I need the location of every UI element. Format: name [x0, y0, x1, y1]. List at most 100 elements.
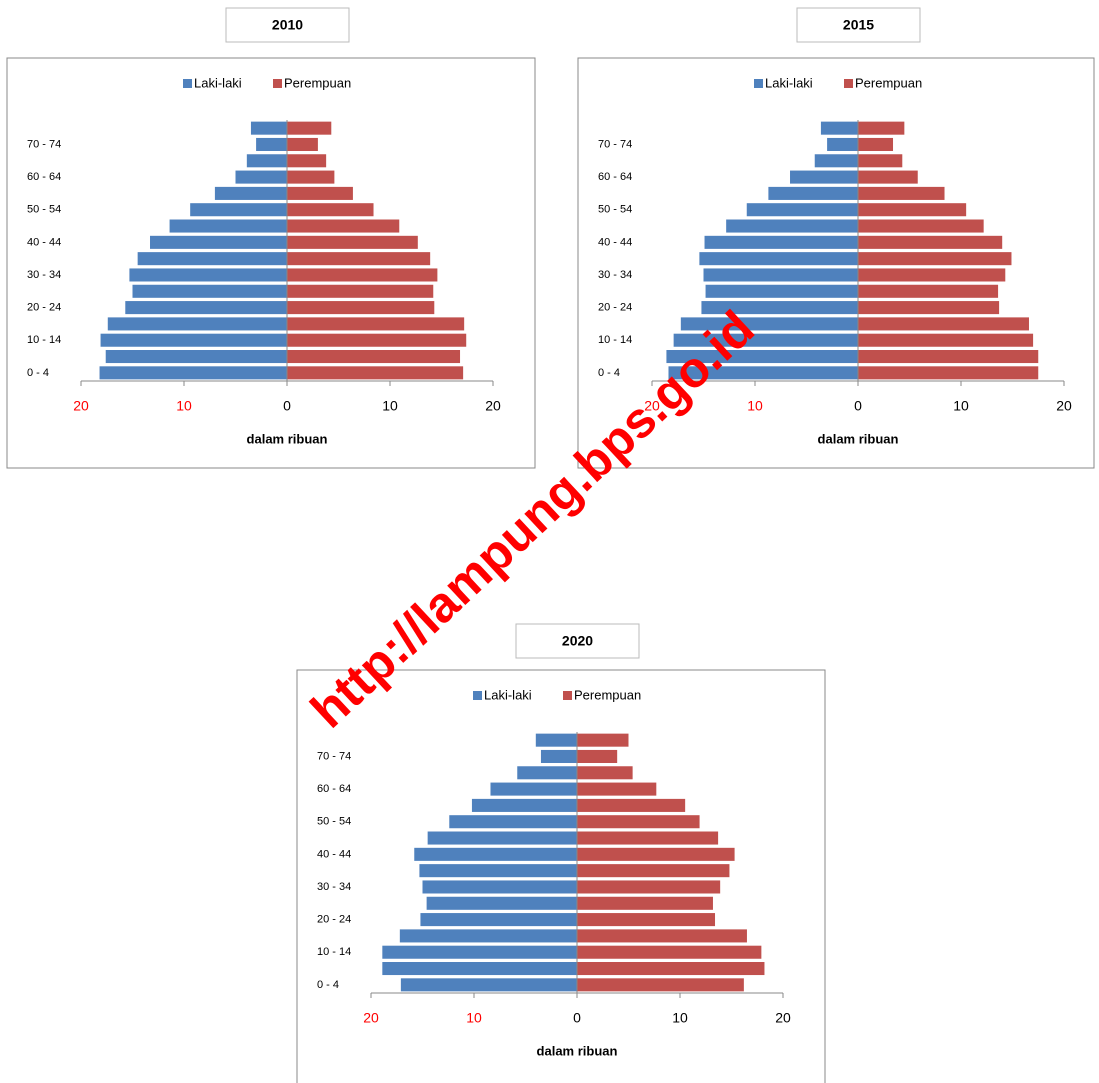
y-tick-label: 0 - 4 [598, 367, 620, 379]
x-tick-label: 0 [854, 398, 862, 414]
x-tick-label: 10 [466, 1010, 482, 1026]
bar [703, 268, 858, 282]
y-tick-label: 60 - 64 [317, 783, 351, 795]
y-tick-label: 50 - 54 [27, 204, 61, 216]
y-tick-label: 70 - 74 [27, 138, 61, 150]
y-tick-label: 10 - 14 [27, 334, 61, 346]
x-tick-label: 0 [573, 1010, 581, 1026]
bar [129, 268, 287, 282]
y-tick-label: 70 - 74 [317, 750, 351, 762]
y-tick-label: 50 - 54 [598, 204, 632, 216]
bar [858, 284, 999, 298]
bar [287, 301, 435, 315]
bar [577, 896, 713, 910]
title-box [225, 7, 350, 43]
legend-swatch [273, 79, 282, 88]
bar [287, 154, 327, 168]
legend-label: Laki-laki [765, 75, 813, 90]
bar [673, 333, 858, 347]
bar [100, 333, 287, 347]
bar [414, 847, 577, 861]
bar [535, 733, 577, 747]
bar [107, 317, 287, 331]
bar [858, 170, 918, 184]
legend-label: Perempuan [284, 75, 351, 90]
bar [287, 317, 465, 331]
bar [746, 203, 858, 217]
bar [449, 815, 577, 829]
bar [858, 121, 905, 135]
x-axis-label: dalam ribuan [818, 431, 899, 446]
bar [577, 766, 633, 780]
bar [235, 170, 287, 184]
bar [577, 945, 762, 959]
bar [577, 847, 735, 861]
bar [858, 154, 903, 168]
bar [246, 154, 287, 168]
bar [577, 749, 618, 763]
bar [858, 317, 1029, 331]
bar [517, 766, 577, 780]
x-axis-label: dalam ribuan [247, 431, 328, 446]
bar [125, 301, 287, 315]
x-tick-label: 20 [1056, 398, 1072, 414]
y-tick-label: 10 - 14 [317, 946, 351, 958]
x-tick-label: 10 [953, 398, 969, 414]
bar [790, 170, 858, 184]
bar [577, 978, 744, 992]
bar [287, 350, 461, 364]
bar [699, 252, 858, 266]
y-tick-label: 0 - 4 [317, 979, 339, 991]
bar [705, 284, 858, 298]
bar [540, 749, 577, 763]
bar [577, 929, 747, 943]
bar [287, 203, 374, 217]
y-tick-label: 40 - 44 [317, 848, 351, 860]
y-tick-label: 60 - 64 [598, 171, 632, 183]
x-axis-label: dalam ribuan [537, 1043, 618, 1058]
bar [577, 880, 721, 894]
bar [150, 235, 287, 249]
bar [680, 317, 858, 331]
bar [858, 219, 984, 233]
chart-title: 2020 [562, 633, 593, 649]
bar [490, 782, 577, 796]
x-tick-label: 20 [73, 398, 89, 414]
legend-swatch [183, 79, 192, 88]
bar [827, 137, 858, 151]
x-tick-label: 10 [747, 398, 763, 414]
bar [577, 864, 730, 878]
bar [701, 301, 858, 315]
bar [726, 219, 858, 233]
x-tick-label: 20 [363, 1010, 379, 1026]
bar [287, 268, 438, 282]
bar [420, 913, 577, 927]
y-tick-label: 20 - 24 [27, 302, 61, 314]
bar [400, 978, 577, 992]
bar [137, 252, 287, 266]
y-tick-label: 30 - 34 [598, 269, 632, 281]
bar [287, 219, 400, 233]
bar [399, 929, 577, 943]
bar [256, 137, 287, 151]
x-tick-label: 20 [775, 1010, 791, 1026]
bar [422, 880, 577, 894]
legend-swatch [563, 691, 572, 700]
x-tick-label: 10 [176, 398, 192, 414]
bar [820, 121, 858, 135]
bar [858, 235, 1003, 249]
y-tick-label: 20 - 24 [317, 914, 351, 926]
bar [105, 350, 287, 364]
bar [577, 831, 719, 845]
bar [287, 252, 431, 266]
bar [577, 815, 700, 829]
bar [814, 154, 858, 168]
bar [287, 366, 464, 380]
bar [858, 203, 967, 217]
x-tick-label: 10 [382, 398, 398, 414]
bar [382, 945, 577, 959]
bar [577, 798, 686, 812]
bar [132, 284, 287, 298]
y-tick-label: 40 - 44 [27, 236, 61, 248]
bar [287, 333, 467, 347]
